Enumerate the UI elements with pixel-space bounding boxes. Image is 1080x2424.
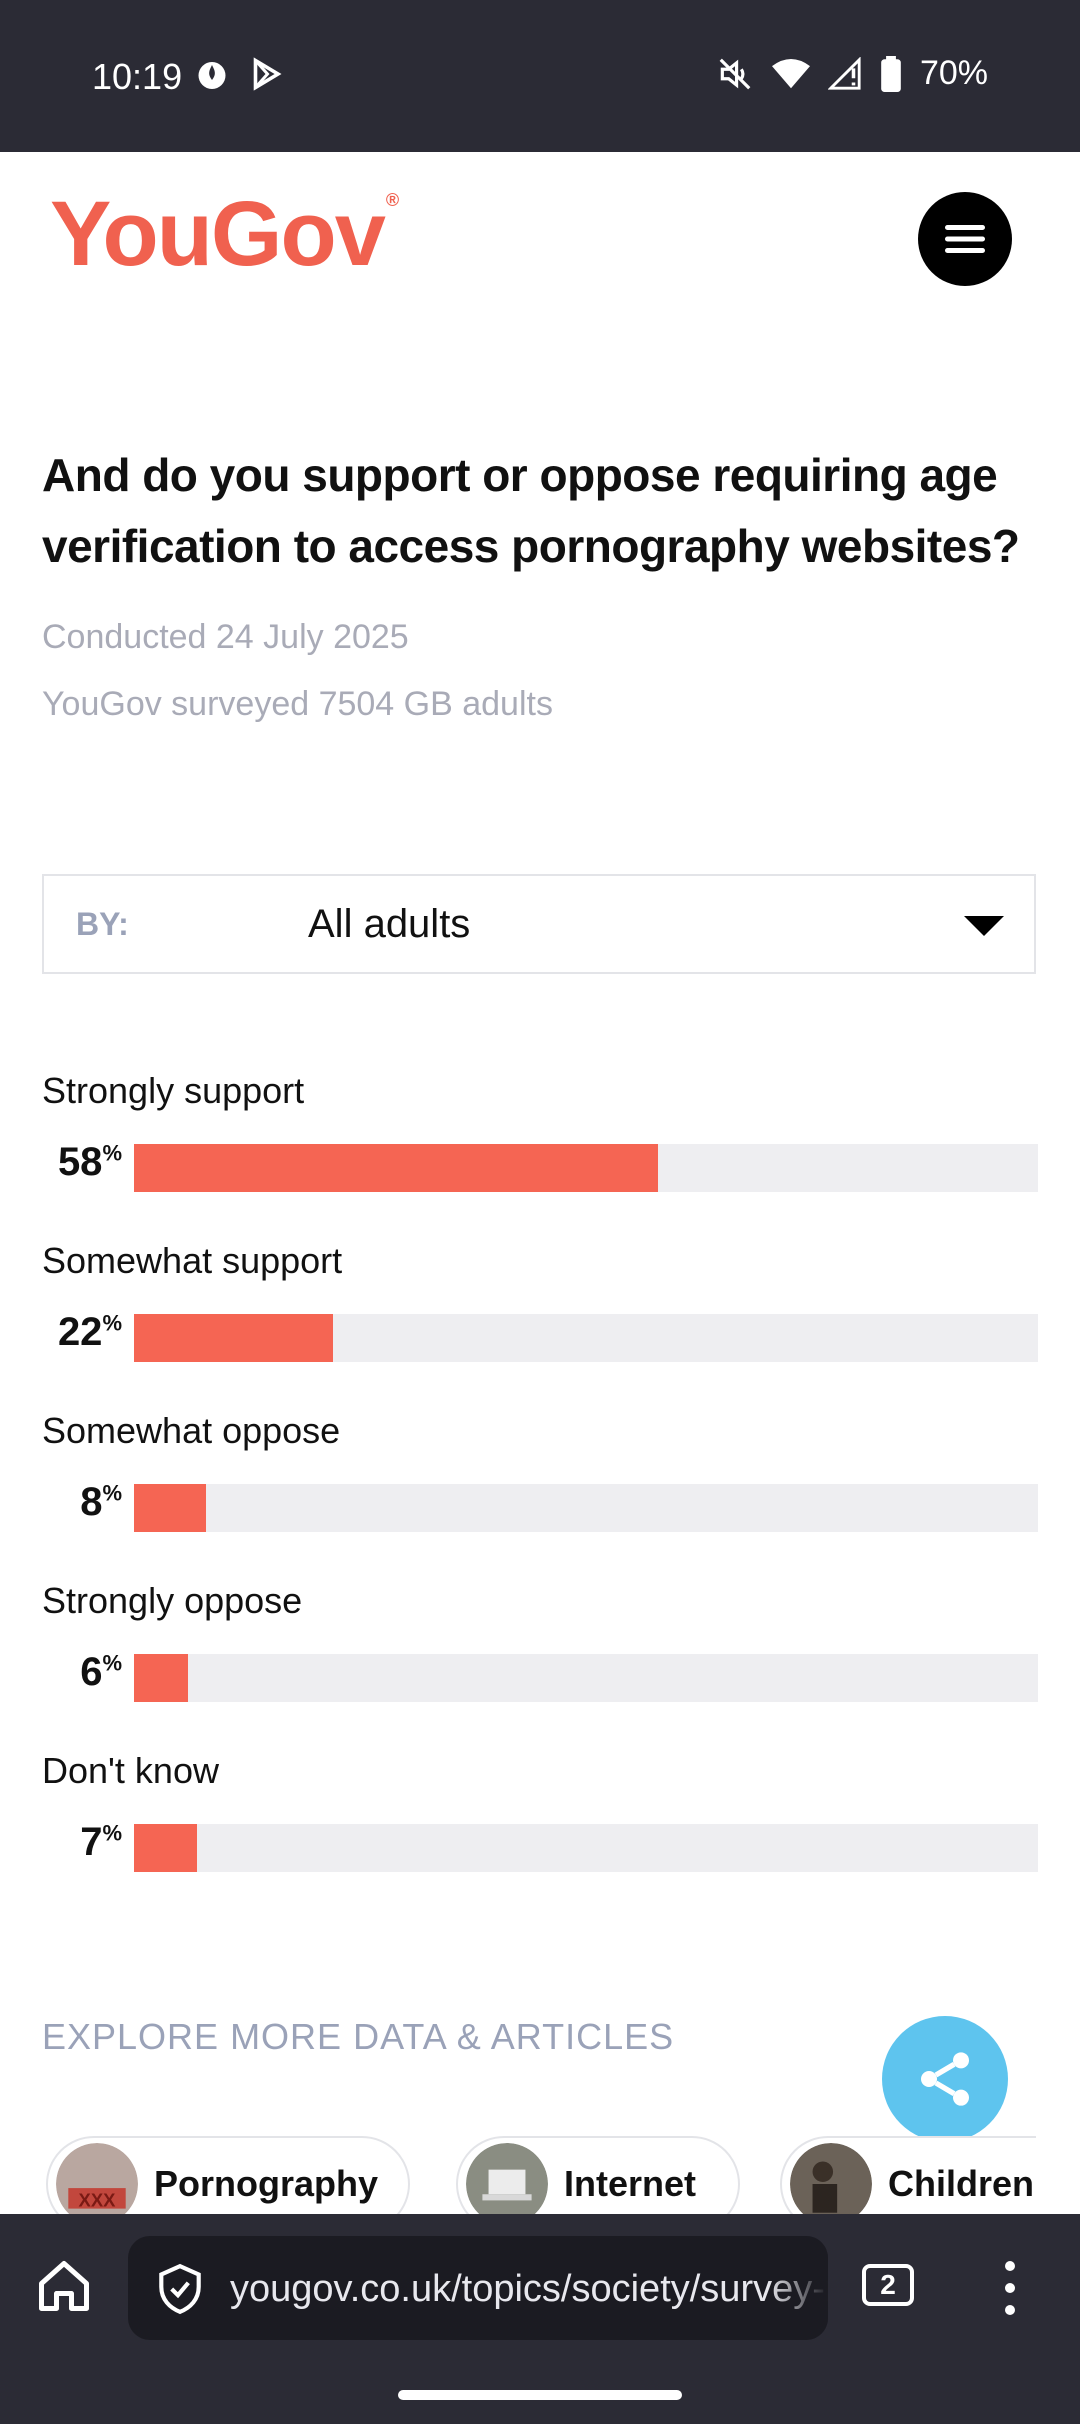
- result-percent: 58%: [42, 1140, 122, 1185]
- result-row: Somewhat support 22%: [42, 1240, 1038, 1410]
- percent-value: 58: [57, 1140, 103, 1184]
- filter-value: All adults: [308, 902, 471, 946]
- dropdown-arrow-icon: [964, 916, 1004, 936]
- result-percent: 22%: [42, 1310, 122, 1355]
- result-percent: 7%: [42, 1820, 122, 1865]
- survey-content: And do you support or oppose requiring a…: [42, 440, 1038, 724]
- result-label: Somewhat support: [42, 1240, 343, 1281]
- result-label: Strongly support: [42, 1070, 305, 1111]
- conducted-date: Conducted 24 July 2025: [42, 618, 409, 656]
- hamburger-icon: [945, 225, 985, 253]
- topic-chip-pornography[interactable]: XXX Pornography: [46, 2136, 410, 2216]
- logo-text: YouGov: [50, 183, 386, 285]
- percent-symbol: %: [102, 1140, 122, 1166]
- chip-label: Internet: [564, 2163, 697, 2204]
- explore-section-title: EXPLORE MORE DATA & ARTICLES: [42, 2016, 675, 2057]
- status-bar: 10:19 70%: [0, 0, 1080, 152]
- svg-text:XXX: XXX: [79, 2190, 117, 2211]
- result-row: Don't know 7%: [42, 1750, 1038, 1920]
- percent-value: 7: [80, 1820, 103, 1864]
- result-bar-track: [134, 1824, 1038, 1872]
- mute-icon: [719, 58, 751, 89]
- result-percent: 6%: [42, 1650, 122, 1695]
- result-label: Strongly oppose: [42, 1580, 303, 1621]
- percent-symbol: %: [102, 1310, 122, 1336]
- url-fade: [768, 2236, 828, 2340]
- survey-sample: YouGov surveyed 7504 GB adults: [42, 685, 553, 723]
- browser-toolbar: yougov.co.uk/topics/society/survey-resul…: [0, 2214, 1080, 2424]
- more-vert-icon[interactable]: [1004, 2258, 1016, 2318]
- logo-mark: ®: [385, 190, 399, 210]
- battery-icon: [881, 55, 901, 92]
- result-bar-track: [134, 1484, 1038, 1532]
- topic-chip-internet[interactable]: Internet: [456, 2136, 740, 2216]
- wifi-icon: [771, 58, 810, 88]
- filter-label: BY:: [76, 906, 129, 942]
- yougov-logo[interactable]: YouGov ®: [50, 182, 399, 287]
- percent-value: 22: [57, 1310, 103, 1354]
- url-text: yougov.co.uk/topics/society/survey-resul…: [230, 2268, 828, 2310]
- result-percent: 8%: [42, 1480, 122, 1525]
- results-chart: Strongly support 58% Somewhat support 22…: [42, 1070, 1038, 1920]
- result-label: Somewhat oppose: [42, 1410, 341, 1451]
- percent-symbol: %: [102, 1650, 122, 1676]
- result-row: Somewhat oppose 8%: [42, 1410, 1038, 1580]
- result-bar-fill: [134, 1824, 198, 1872]
- play-store-icon: [253, 57, 282, 91]
- result-bar-fill: [134, 1654, 189, 1702]
- percent-value: 8: [80, 1480, 103, 1524]
- audience-filter-select[interactable]: BY: All adults: [42, 874, 1036, 974]
- cell-signal-icon: [827, 56, 861, 90]
- survey-question: And do you support or oppose requiring a…: [42, 449, 1020, 572]
- result-bar-track: [134, 1144, 1038, 1192]
- topic-chip-children[interactable]: Children: [780, 2136, 1036, 2216]
- percent-symbol: %: [102, 1820, 122, 1846]
- tabs-button[interactable]: 2: [862, 2264, 914, 2306]
- chip-label: Children: [888, 2163, 1035, 2204]
- fire-icon: [198, 62, 226, 89]
- result-row: Strongly support 58%: [42, 1070, 1038, 1240]
- result-label: Don't know: [42, 1750, 219, 1791]
- result-bar-fill: [134, 1144, 659, 1192]
- chip-thumbnail: [790, 2143, 872, 2216]
- chip-label: Pornography: [154, 2163, 379, 2204]
- chip-thumbnail: [466, 2143, 548, 2216]
- topic-chips: XXX Pornography Internet Children: [46, 2136, 1036, 2216]
- result-bar-track: [134, 1314, 1038, 1362]
- percent-value: 6: [80, 1650, 103, 1694]
- result-row: Strongly oppose 6%: [42, 1580, 1038, 1750]
- gesture-nav-bar[interactable]: [398, 2390, 682, 2400]
- share-icon: [921, 2052, 969, 2106]
- menu-button[interactable]: [918, 192, 1012, 286]
- address-bar[interactable]: yougov.co.uk/topics/society/survey-resul…: [128, 2236, 828, 2340]
- percent-symbol: %: [102, 1480, 122, 1506]
- home-icon[interactable]: [34, 2256, 94, 2316]
- result-bar-fill: [134, 1484, 207, 1532]
- chip-thumbnail: XXX: [56, 2143, 138, 2216]
- result-bar-track: [134, 1654, 1038, 1702]
- result-bar-fill: [134, 1314, 333, 1362]
- battery-percent: 70%: [919, 54, 988, 92]
- shield-check-icon: [159, 2263, 201, 2315]
- status-time: 10:19: [92, 56, 183, 97]
- share-button[interactable]: [882, 2016, 1008, 2142]
- site-header: YouGov ®: [0, 152, 1080, 332]
